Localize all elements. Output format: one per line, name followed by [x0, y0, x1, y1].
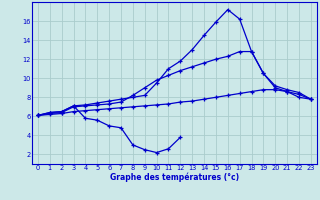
X-axis label: Graphe des températures (°c): Graphe des températures (°c) [110, 173, 239, 182]
